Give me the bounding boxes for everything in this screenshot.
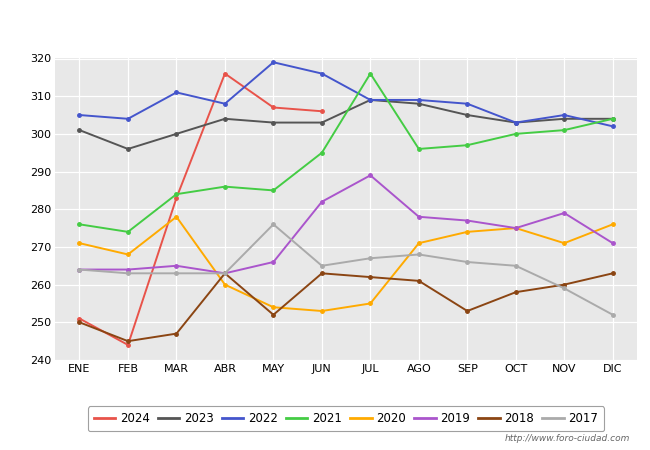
Text: Afiliados en Cornudella de Montsant a 31/5/2024: Afiliados en Cornudella de Montsant a 31…: [112, 18, 538, 36]
Legend: 2024, 2023, 2022, 2021, 2020, 2019, 2018, 2017: 2024, 2023, 2022, 2021, 2020, 2019, 2018…: [88, 406, 604, 431]
Text: http://www.foro-ciudad.com: http://www.foro-ciudad.com: [505, 434, 630, 443]
